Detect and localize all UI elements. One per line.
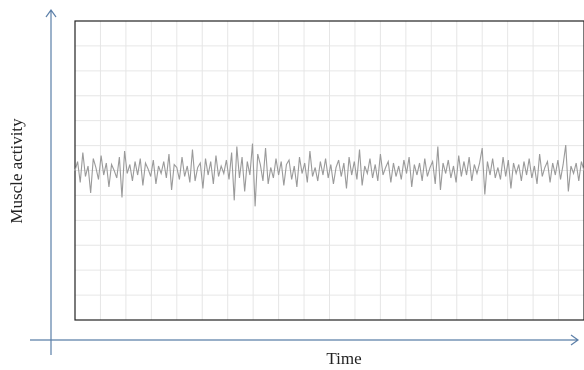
x-axis-arrowhead [570,334,580,346]
y-axis-label: Muscle activity [7,118,26,224]
x-axis-label: Time [326,349,361,368]
series-line-muscle-signal [74,143,584,207]
y-axis-arrowhead [45,8,57,18]
